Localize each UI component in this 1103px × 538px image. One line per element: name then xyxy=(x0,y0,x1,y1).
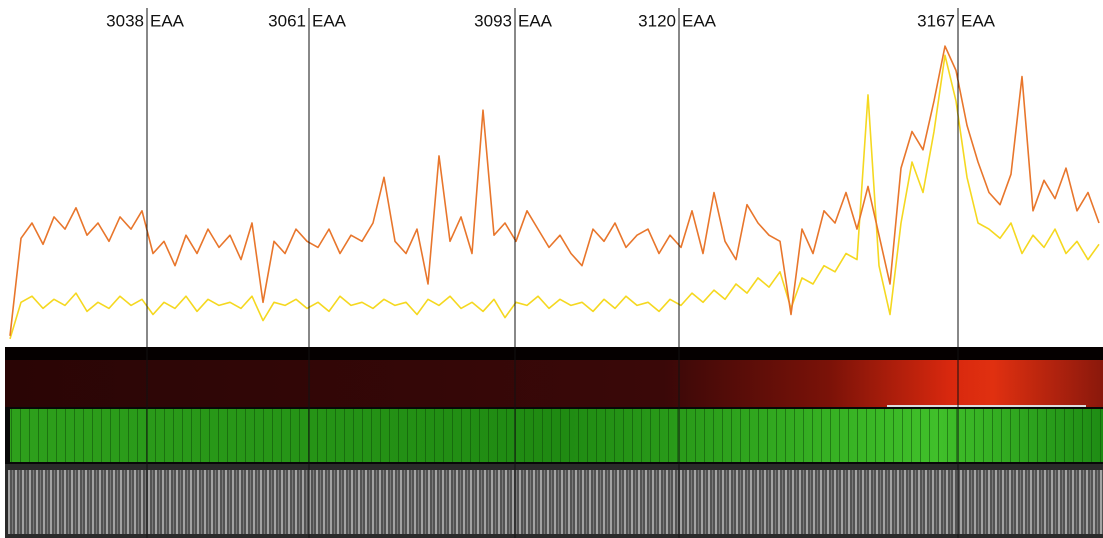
marker-era: EAA xyxy=(961,11,996,30)
marker-era: EAA xyxy=(682,11,717,30)
marker-era: EAA xyxy=(150,11,185,30)
figure: 3038 EAA 3061 EAA 3093 EAA 3120 EAA 3167 EAA xyxy=(0,0,1103,538)
marker-era: EAA xyxy=(312,11,347,30)
green-striations xyxy=(10,409,1103,462)
marker-year: 3093 xyxy=(474,11,512,30)
marker-year: 3038 xyxy=(106,11,144,30)
red-strip xyxy=(5,360,1103,408)
marker-era: EAA xyxy=(518,11,553,30)
marker-year: 3167 xyxy=(917,11,955,30)
gray-strip xyxy=(8,470,1103,534)
marker-year: 3120 xyxy=(638,11,676,30)
marker-year: 3061 xyxy=(268,11,306,30)
plot-area xyxy=(0,0,1103,346)
image-strips xyxy=(5,347,1103,538)
